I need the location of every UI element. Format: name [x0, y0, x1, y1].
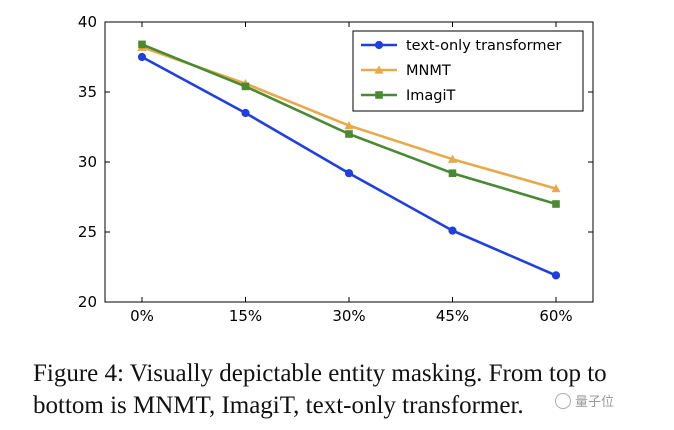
watermark: 量子位: [554, 391, 614, 410]
data-point: [344, 121, 354, 130]
figure-caption: Figure 4: Visually depictable entity mas…: [33, 360, 607, 419]
data-point: [447, 154, 458, 163]
y-tick-label: 35: [78, 83, 97, 101]
y-tick-label: 25: [78, 223, 97, 241]
legend-label: ImagiT: [406, 88, 456, 104]
x-tick-label: 15%: [229, 307, 262, 325]
legend-marker: [374, 65, 384, 74]
x-tick-label: 0%: [130, 307, 154, 325]
data-point: [448, 169, 457, 177]
y-tick-label: 30: [78, 153, 97, 171]
data-point: [241, 82, 250, 91]
legend-marker: [374, 40, 384, 50]
legend-label: MNMT: [406, 63, 451, 79]
data-point: [551, 271, 561, 280]
data-point: [241, 108, 250, 118]
data-point: [137, 52, 147, 62]
plot-area: 20 25 30 35 40 0% 15% 30% 45% 60% text-only transf…: [78, 13, 594, 325]
wechat-logo-icon: [554, 392, 571, 409]
legend-marker: [375, 91, 383, 99]
x-tick-label: 45%: [436, 307, 469, 325]
data-point: [551, 184, 561, 193]
x-tick-label: 30%: [332, 307, 365, 325]
data-point: [344, 169, 354, 178]
data-point: [448, 226, 457, 235]
watermark-text: 量子位: [574, 395, 614, 410]
data-point: [552, 200, 560, 208]
x-tick-label: 60%: [539, 307, 572, 325]
data-point: [345, 130, 353, 138]
y-tick-label: 20: [78, 293, 97, 311]
line-chart: 20 25 30 35 40 0% 15% 30% 45% 60% text-only transf…: [78, 13, 594, 325]
y-tick-label: 40: [78, 13, 97, 31]
legend-label: text-only transformer: [406, 38, 561, 54]
data-point: [138, 40, 146, 49]
